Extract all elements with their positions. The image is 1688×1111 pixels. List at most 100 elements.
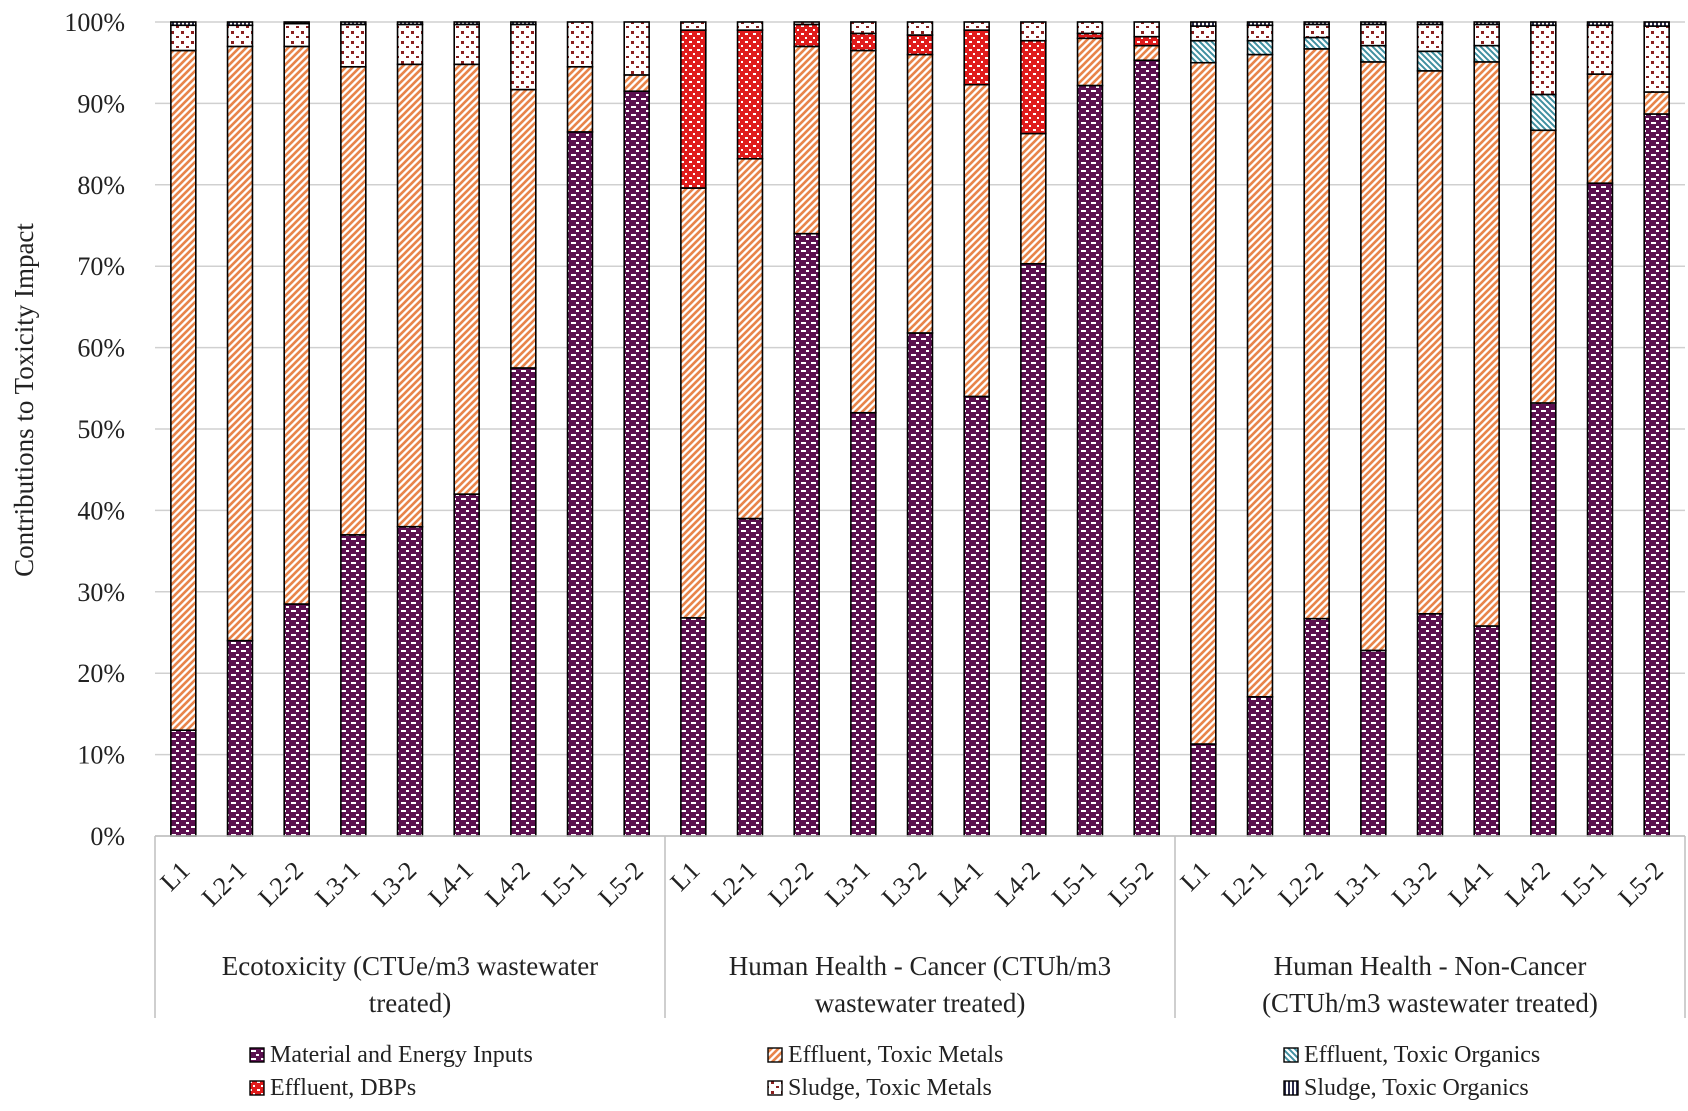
bar-segment-effluent_metals <box>396 63 424 528</box>
bar-segment-sludge_organics <box>1473 21 1500 26</box>
bar-segment-sludge_organics <box>1586 21 1614 27</box>
legend-swatch-sludge_metals <box>767 1080 783 1096</box>
bar-segment-sludge_metals <box>1076 21 1104 35</box>
bar-segment-material_energy <box>1190 743 1217 837</box>
legend-swatch-sludge_organics <box>1283 1080 1299 1096</box>
legend-swatch-effluent_dbps <box>249 1080 265 1096</box>
bar-segment-effluent_metals <box>1076 37 1104 87</box>
bar-segment-effluent_metals <box>566 65 594 133</box>
bar-segment-effluent_metals <box>736 157 764 520</box>
bar-segment-material_energy <box>566 131 594 837</box>
bar-segment-effluent_metals <box>1020 132 1047 265</box>
x-tick-label: L1 <box>1175 856 1216 897</box>
group-label: Human Health - Non-Cancer <box>1274 951 1587 981</box>
bar-segment-sludge_metals <box>453 23 480 66</box>
bar-segment-material_energy <box>1530 402 1557 837</box>
bar-segment-sludge_organics <box>1303 21 1330 26</box>
bar-segment-sludge_metals <box>1360 23 1387 47</box>
bar-segment-sludge_metals <box>850 21 877 35</box>
bar-segment-material_energy <box>1360 649 1387 837</box>
legend-label-effluent_metals: Effluent, Toxic Metals <box>788 1042 1003 1068</box>
bar-segment-effluent_metals <box>1643 91 1670 115</box>
x-tick-label: L4-2 <box>479 856 535 912</box>
bar-segment-material_energy <box>680 617 707 837</box>
bar-segment-material_energy <box>1303 617 1330 837</box>
bar-segment-material_energy <box>1643 113 1670 837</box>
bar-segment-material_energy <box>170 729 197 837</box>
bar-segment-sludge_metals <box>1020 21 1047 42</box>
bar-segment-effluent_organics <box>1303 36 1330 50</box>
bar-segment-effluent_metals <box>340 65 367 536</box>
bar-segment-sludge_organics <box>510 21 537 26</box>
bar-segment-effluent_metals <box>1473 61 1500 627</box>
bar-segment-material_energy <box>623 90 650 837</box>
bar-segment-sludge_metals <box>226 24 254 48</box>
bar-segment-effluent_metals <box>453 63 480 495</box>
x-tick-label: L1 <box>155 856 196 897</box>
x-tick-label: L2-1 <box>196 856 252 912</box>
y-tick-label: 80% <box>77 171 125 200</box>
x-tick-label: L4-2 <box>989 856 1045 912</box>
bar-segment-material_energy <box>340 534 367 837</box>
x-tick-label: L2-1 <box>1216 856 1272 912</box>
bar-segment-sludge_metals <box>170 24 197 52</box>
x-tick-label: L5-1 <box>1556 856 1612 912</box>
y-tick-label: 50% <box>77 415 125 444</box>
legend: Material and Energy Inputs Effluent, Toxi… <box>249 1042 1540 1101</box>
bar-segment-effluent_metals <box>1360 61 1387 652</box>
bar-segment-effluent_metals <box>1416 70 1444 615</box>
bar-segment-effluent_organics <box>1360 44 1387 63</box>
bar-segment-sludge_organics <box>1643 21 1670 27</box>
legend-swatch-material_energy <box>249 1047 265 1063</box>
bar-segment-effluent_dbps <box>906 34 934 56</box>
bar-segment-material_energy <box>1586 182 1614 837</box>
legend-label-material_energy: Material and Energy Inputs <box>270 1042 533 1068</box>
bar-segment-effluent_dbps <box>1020 39 1047 135</box>
y-tick-label: 70% <box>77 252 125 281</box>
bar-segment-sludge_metals <box>680 21 707 31</box>
bar-segment-sludge_metals <box>906 21 934 36</box>
bar-segment-effluent_dbps <box>1133 35 1160 47</box>
y-tick-label: 0% <box>90 822 125 851</box>
bar-segment-material_energy <box>226 639 254 837</box>
bar-segment-material_energy <box>850 411 877 837</box>
bar-segment-effluent_metals <box>623 74 650 92</box>
bar-segment-effluent_dbps <box>680 29 707 189</box>
bar-segment-material_energy <box>1020 262 1047 837</box>
x-tick-label: L1 <box>665 856 706 897</box>
x-tick-label: L2-2 <box>1273 856 1329 912</box>
legend-label-effluent_dbps: Effluent, DBPs <box>270 1075 416 1101</box>
bar-segment-effluent_organics <box>1190 39 1217 64</box>
y-axis-title: Contributions to Toxicity Impact <box>9 223 39 577</box>
x-tick-label: L4-1 <box>933 856 989 912</box>
bar-segment-sludge_metals <box>396 23 424 66</box>
bar-segment-material_energy <box>453 493 480 837</box>
bar-segment-effluent_metals <box>1586 73 1614 184</box>
group-label: wastewater treated) <box>815 988 1026 1018</box>
bar-segment-sludge_metals <box>1246 24 1274 42</box>
group-label: Human Health - Cancer (CTUh/m3 <box>729 951 1111 981</box>
legend-swatch-effluent_organics <box>1283 1047 1299 1063</box>
y-tick-label: 60% <box>77 334 125 363</box>
legend-label-sludge_metals: Sludge, Toxic Metals <box>788 1075 992 1101</box>
bar-segment-material_energy <box>283 603 310 837</box>
bar-segment-sludge_metals <box>793 21 820 26</box>
bar-segment-material_energy <box>793 232 820 837</box>
bar-segment-material_energy <box>963 395 990 837</box>
y-tick-label: 30% <box>77 578 125 607</box>
bar-segment-effluent_metals <box>850 49 877 414</box>
bar-segment-material_energy <box>396 525 424 837</box>
x-tick-label: L5-1 <box>536 856 592 912</box>
bar-segment-sludge_metals <box>340 23 367 68</box>
y-tick-label: 90% <box>77 89 125 118</box>
bar-segment-effluent_dbps <box>850 32 877 52</box>
y-tick-label: 40% <box>77 496 125 525</box>
bar-segment-sludge_metals <box>963 21 990 31</box>
bar-segment-sludge_metals <box>283 22 310 48</box>
bar-segment-effluent_metals <box>793 45 820 235</box>
legend-label-effluent_organics: Effluent, Toxic Organics <box>1304 1042 1540 1068</box>
x-tick-label: L3-1 <box>1329 856 1385 912</box>
bar-segment-effluent_metals <box>226 45 254 642</box>
